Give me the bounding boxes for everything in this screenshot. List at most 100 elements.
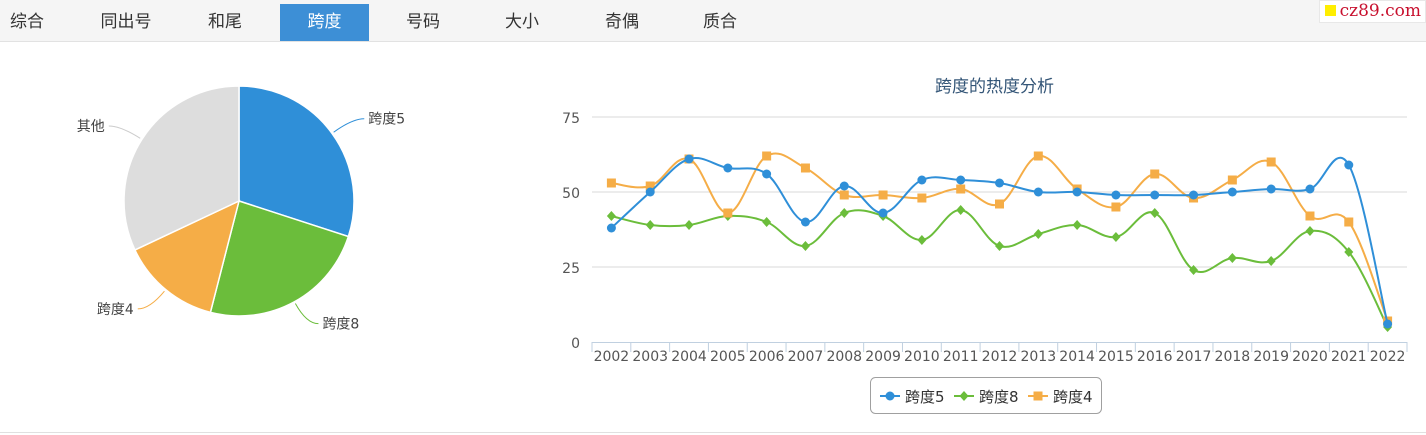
tab-sum-tail[interactable]: 和尾: [208, 12, 242, 32]
point-span-8[interactable]: [1189, 265, 1199, 275]
point-span-4[interactable]: [606, 178, 616, 188]
x-tick-label: 2003: [632, 349, 668, 365]
point-span-5[interactable]: [839, 181, 849, 191]
y-tick-label: 75: [562, 111, 580, 127]
point-span-4[interactable]: [1111, 202, 1121, 212]
x-tick-label: 2018: [1215, 349, 1251, 365]
pie-chart: 跨度5 跨度8 跨度4 其他: [77, 85, 405, 333]
point-span-4[interactable]: [839, 190, 849, 200]
point-span-5[interactable]: [1305, 184, 1315, 194]
y-tick-label: 0: [571, 336, 580, 352]
y-tick-label: 25: [562, 261, 580, 277]
legend-item-span-8[interactable]: 跨度8: [954, 388, 1019, 406]
legend-item-span-4[interactable]: 跨度4: [1028, 388, 1093, 406]
point-span-8[interactable]: [645, 220, 655, 230]
point-span-5[interactable]: [995, 178, 1004, 188]
point-span-5[interactable]: [1072, 187, 1082, 197]
point-span-4[interactable]: [800, 163, 810, 173]
x-tick-label: 2017: [1176, 349, 1212, 365]
point-span-5[interactable]: [1111, 190, 1121, 200]
point-span-8[interactable]: [1072, 220, 1082, 230]
legend-marker-span-4[interactable]: [1033, 391, 1043, 401]
legend-box: [870, 377, 1102, 414]
site-logo[interactable]: cz89.com: [1318, 0, 1426, 23]
point-span-8[interactable]: [1344, 247, 1354, 257]
point-span-4[interactable]: [956, 184, 966, 194]
point-span-4[interactable]: [1033, 151, 1043, 161]
point-span-5[interactable]: [878, 208, 888, 218]
point-span-5[interactable]: [1189, 190, 1199, 200]
pie-slice-span-4[interactable]: [133, 199, 241, 314]
tab-same-numbers[interactable]: 同出号: [100, 12, 152, 32]
legend-item-span-5[interactable]: 跨度5: [880, 388, 945, 406]
x-tick-label: 2008: [826, 349, 862, 365]
point-span-8[interactable]: [762, 217, 772, 227]
point-span-4[interactable]: [645, 181, 655, 191]
point-span-4[interactable]: [995, 199, 1004, 209]
point-span-8[interactable]: [1305, 226, 1315, 236]
x-tick-label: 2021: [1331, 349, 1367, 365]
point-span-5[interactable]: [606, 223, 616, 233]
x-tick-label: 2019: [1253, 349, 1289, 365]
point-span-5[interactable]: [762, 169, 772, 179]
series-span-8: [606, 205, 1393, 332]
point-span-4[interactable]: [1305, 211, 1315, 221]
tab-odd-even[interactable]: 奇偶: [605, 12, 639, 32]
bottom-divider: [0, 432, 1426, 433]
legend-marker-span-8[interactable]: [959, 391, 969, 401]
tab-prime-composite[interactable]: 质合: [703, 12, 737, 32]
point-span-8[interactable]: [1150, 208, 1160, 218]
point-span-4[interactable]: [723, 208, 733, 218]
x-tick-label: 2013: [1020, 349, 1056, 365]
pie-leader-other: [108, 125, 141, 139]
point-span-8[interactable]: [1266, 256, 1276, 266]
x-tick-label: 2012: [982, 349, 1018, 365]
point-span-8[interactable]: [1111, 232, 1121, 242]
point-span-4[interactable]: [762, 151, 772, 161]
point-span-5[interactable]: [1033, 187, 1043, 197]
point-span-4[interactable]: [1344, 217, 1354, 227]
pie-slice-span-5[interactable]: [238, 85, 355, 238]
tab-bar: 综合 同出号 和尾 跨度 号码 大小 奇偶 质合: [0, 0, 1426, 42]
logo-text: cz89.com: [1339, 1, 1421, 21]
point-span-5[interactable]: [1150, 190, 1160, 200]
x-tick-label: 2014: [1059, 349, 1095, 365]
point-span-5[interactable]: [1383, 319, 1393, 329]
point-span-5[interactable]: [917, 175, 927, 185]
pie-leader-span-4: [137, 290, 165, 310]
tab-overview[interactable]: 综合: [10, 12, 44, 32]
point-span-5[interactable]: [1227, 187, 1237, 197]
point-span-4[interactable]: [1266, 157, 1276, 167]
point-span-5[interactable]: [956, 175, 966, 185]
point-span-8[interactable]: [1033, 229, 1043, 239]
point-span-5[interactable]: [800, 217, 810, 227]
point-span-5[interactable]: [684, 154, 694, 164]
tab-span[interactable]: 跨度: [280, 4, 369, 41]
point-span-8[interactable]: [995, 241, 1004, 251]
point-span-8[interactable]: [917, 235, 927, 245]
point-span-4[interactable]: [917, 193, 927, 203]
point-span-8[interactable]: [956, 205, 966, 215]
x-tick-label: 2002: [594, 349, 630, 365]
point-span-5[interactable]: [645, 187, 655, 197]
point-span-5[interactable]: [1266, 184, 1276, 194]
point-span-8[interactable]: [1227, 253, 1237, 263]
point-span-8[interactable]: [606, 211, 616, 221]
point-span-8[interactable]: [839, 208, 849, 218]
pie-slice-other[interactable]: [123, 85, 240, 251]
point-span-8[interactable]: [684, 220, 694, 230]
tab-numbers[interactable]: 号码: [406, 12, 440, 32]
x-tick-label: 2020: [1292, 349, 1328, 365]
tab-big-small[interactable]: 大小: [505, 12, 539, 32]
point-span-8[interactable]: [800, 241, 810, 251]
pie-label-span-4: 跨度4: [97, 302, 134, 318]
legend: 跨度5 跨度8 跨度4: [870, 377, 1102, 414]
legend-marker-span-5[interactable]: [885, 391, 895, 401]
point-span-4[interactable]: [1150, 169, 1160, 179]
point-span-5[interactable]: [723, 163, 733, 173]
point-span-5[interactable]: [1344, 160, 1354, 170]
x-tick-label: 2004: [671, 349, 707, 365]
pie-slice-span-8[interactable]: [209, 200, 350, 317]
point-span-4[interactable]: [1227, 175, 1237, 185]
point-span-4[interactable]: [878, 190, 888, 200]
